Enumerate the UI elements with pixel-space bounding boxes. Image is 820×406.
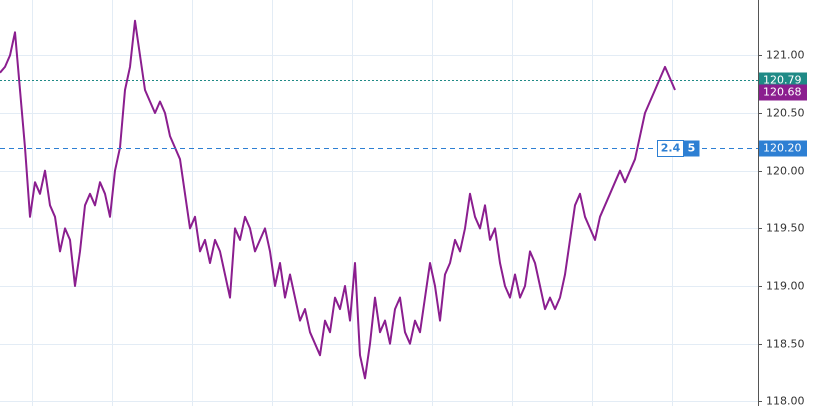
y-tick-label: 119.50 [766, 222, 805, 235]
y-tick-label: 119.00 [766, 280, 805, 293]
price-badge [759, 84, 807, 101]
price-line [0, 19, 676, 380]
price-badge-label: 120.68 [763, 86, 802, 99]
y-tick-label: 118.50 [766, 338, 805, 351]
price-badge-label: 120.79 [763, 74, 802, 87]
order-qty[interactable]: 2.4 [661, 142, 681, 155]
y-tick-label: 118.00 [766, 395, 805, 406]
y-tick-label: 120.50 [766, 107, 805, 120]
order-btn[interactable] [683, 140, 700, 157]
y-tick-label: 120.00 [766, 165, 805, 178]
order-btn-label[interactable]: 5 [688, 142, 696, 155]
price-badge-label: 120.20 [763, 142, 802, 155]
y-tick-label: 121.00 [766, 49, 805, 62]
price-badge [759, 140, 807, 157]
